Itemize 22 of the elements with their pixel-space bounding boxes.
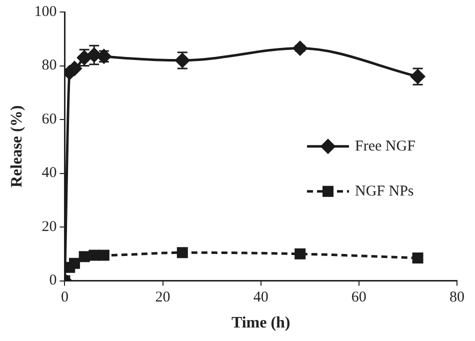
point [412,252,424,264]
y-tick-label: 100 [34,4,57,20]
x-tick-label: 20 [155,290,170,306]
y-tick-label: 60 [42,111,57,128]
y-tick-label: 80 [42,58,57,74]
x-tick-label: 60 [351,290,366,306]
point [69,258,80,269]
y-axis-title: Release (%) [8,105,26,188]
x-tick-label: 80 [450,290,464,306]
x-tick-label: 40 [253,290,268,306]
x-axis-title: Time (h) [231,314,290,332]
point [78,251,90,262]
y-tick-label: 40 [42,165,57,182]
legend-label: Free NGF [355,138,416,154]
legend-label: NGF NPs [355,183,414,200]
point [98,250,110,261]
y-tick-label: 20 [42,218,57,235]
point [88,250,100,261]
point [176,247,188,258]
x-tick-label: 0 [60,290,68,306]
point [294,248,306,260]
y-tick-label: 0 [49,272,57,289]
